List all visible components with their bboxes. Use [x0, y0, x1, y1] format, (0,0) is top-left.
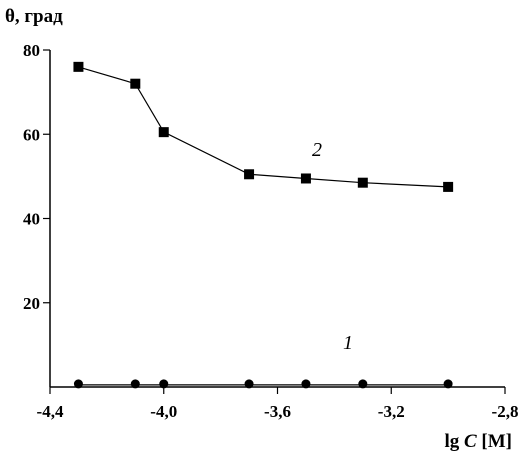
x-axis-title-prefix: lg	[444, 431, 464, 452]
series-1-point	[159, 379, 169, 389]
y-tick-label: 40	[23, 210, 40, 229]
series-1-point	[130, 379, 140, 389]
y-tick-label: 20	[23, 294, 40, 313]
series-1-point	[73, 379, 83, 389]
x-axis-title-variable: C	[464, 431, 477, 452]
y-tick-label: 60	[23, 125, 40, 144]
x-tick-label: -2,8	[492, 402, 519, 421]
x-axis-title: lg C [M]	[444, 431, 512, 452]
series-2-point	[73, 61, 84, 72]
series-2-point	[443, 181, 454, 192]
x-axis-title-unit: [M]	[477, 431, 512, 452]
x-tick-label: -3,6	[264, 402, 291, 421]
series-2-point	[300, 173, 311, 184]
x-tick-label: -4,0	[150, 402, 177, 421]
axes	[49, 50, 505, 388]
series-2-point	[158, 127, 169, 138]
x-tick-label: -4,4	[37, 402, 64, 421]
y-tick-label: 80	[23, 41, 40, 60]
series-1-point	[301, 379, 311, 389]
series-2-point	[130, 78, 141, 89]
y-axis-title: θ, град	[5, 6, 63, 27]
series-label-2: 2	[312, 139, 322, 161]
series-2-point	[357, 177, 368, 188]
series-2-point	[244, 169, 255, 180]
x-tick-label: -3,2	[378, 402, 405, 421]
series	[73, 61, 454, 389]
series-1-point	[244, 379, 254, 389]
series-1-point	[358, 379, 368, 389]
series-1-point	[443, 379, 453, 389]
ticks: -4,4 -4,0 -3,6 -3,2 -2,8 20 40 60 80	[23, 41, 518, 421]
series-label-1: 1	[343, 332, 353, 354]
